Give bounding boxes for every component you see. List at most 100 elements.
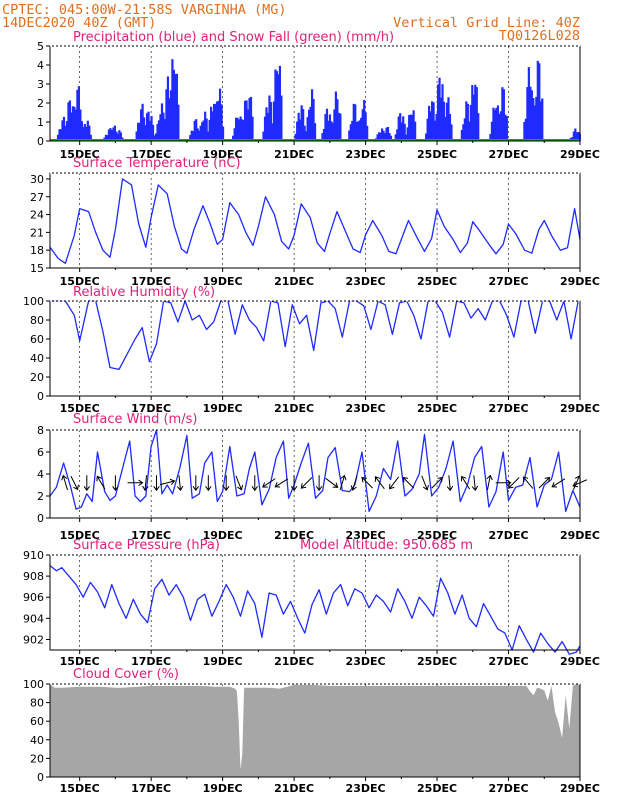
wind-arrow — [431, 476, 443, 489]
precip-bar — [352, 103, 355, 141]
precip-bar — [327, 120, 330, 141]
x-tick-label: 21DEC — [274, 655, 314, 668]
wind-arrow — [421, 475, 429, 491]
x-tick-label: 15DEC — [60, 275, 100, 288]
precip-bar — [233, 128, 236, 141]
precip-bar — [388, 133, 391, 141]
precip-bar — [428, 105, 431, 141]
precip-bar — [405, 134, 408, 141]
precip-bar — [274, 69, 277, 141]
precip-bar — [296, 121, 299, 141]
wind-arrow — [159, 478, 176, 486]
precip-bar — [383, 133, 387, 141]
precip-bar — [118, 130, 121, 141]
y-tick-label: 5 — [37, 40, 44, 53]
precip-bar — [151, 124, 155, 141]
y-tick-label: 1 — [37, 116, 44, 129]
x-tick-label: 17DEC — [131, 148, 171, 161]
precip-bar — [495, 107, 498, 141]
precip-bar — [67, 102, 70, 141]
precip-bar — [361, 109, 364, 141]
humidity-line — [50, 300, 580, 371]
wind-arrow — [153, 475, 160, 492]
precip-bar — [448, 114, 452, 141]
x-tick-label: 29DEC — [560, 655, 600, 668]
x-tick-label: 27DEC — [489, 148, 529, 161]
precip-bar — [386, 126, 390, 141]
precip-bar — [171, 59, 174, 141]
precip-bar — [217, 100, 220, 141]
precip-bar — [328, 114, 332, 141]
wind-title: Surface Wind (m/s) — [73, 412, 197, 427]
precip-bar — [140, 109, 143, 141]
precip-bar — [89, 134, 92, 141]
x-tick-label: 29DEC — [560, 148, 600, 161]
precip-bar — [68, 100, 72, 141]
wind-arrow — [325, 477, 339, 488]
precip-bar — [208, 119, 211, 141]
precip-bar — [198, 130, 201, 141]
wind-arrow — [262, 478, 276, 488]
precip-bar — [498, 113, 501, 141]
y-tick-label: 20 — [30, 371, 44, 384]
precip-bar — [61, 120, 64, 141]
precip-bar — [56, 134, 60, 141]
x-tick-label: 25DEC — [417, 655, 457, 668]
precip-bar — [157, 120, 161, 141]
x-tick-label: 15DEC — [60, 402, 100, 415]
x-tick-label: 23DEC — [346, 148, 386, 161]
precip-bar — [174, 73, 177, 141]
precip-bar — [214, 103, 217, 141]
precip-bar — [156, 123, 159, 141]
wind-arrow — [142, 475, 149, 492]
precip-bar — [442, 101, 446, 141]
precip-bar — [144, 125, 147, 141]
precip-bars — [56, 59, 581, 142]
wind-arrow — [374, 476, 385, 490]
y-tick-label: 904 — [23, 612, 44, 625]
cloud-cover-area — [50, 684, 580, 777]
wind-arrow — [290, 475, 298, 492]
y-tick-label: 21 — [30, 226, 44, 239]
y-tick-label: 40 — [30, 734, 44, 747]
x-tick-label: 23DEC — [346, 402, 386, 415]
x-tick-label: 23DEC — [346, 529, 386, 542]
precip-bar — [358, 120, 361, 141]
humidity-panel: Relative Humidity (%) 0 20 40 60 80 100 15DEC 17… — [23, 285, 600, 415]
precip-bar — [445, 102, 449, 141]
precip-bar — [251, 116, 254, 141]
precip-bar — [477, 113, 480, 141]
x-tick-label: 27DEC — [489, 782, 529, 795]
precip-bar — [321, 133, 324, 141]
precip-bar — [160, 103, 164, 141]
precip-bar — [245, 100, 248, 141]
precip-bar — [574, 128, 577, 141]
precip-bar — [86, 120, 89, 141]
precip-bar — [460, 129, 463, 141]
x-tick-label: 21DEC — [274, 148, 314, 161]
precip-bar — [538, 63, 541, 142]
precip-bar — [530, 90, 533, 141]
precip-bar — [577, 131, 580, 141]
precip-bar — [235, 117, 238, 141]
precip-bar — [324, 114, 327, 141]
precip-bar — [400, 122, 403, 141]
precip-bar — [385, 127, 388, 141]
x-tick-label: 25DEC — [417, 275, 457, 288]
precip-bar — [409, 114, 412, 141]
humidity-title: Relative Humidity (%) — [73, 285, 215, 300]
x-tick-label: 25DEC — [417, 529, 457, 542]
pressure-panel: Surface Pressure (hPa) Model Altitude: 95… — [23, 538, 600, 668]
x-tick-label: 21DEC — [274, 402, 314, 415]
precip-bar — [354, 104, 357, 141]
x-tick-label: 15DEC — [60, 782, 100, 795]
y-tick-label: 27 — [30, 191, 44, 204]
precip-bar — [307, 109, 311, 141]
precip-bar — [339, 113, 342, 141]
y-tick-label: 0 — [37, 512, 44, 525]
precip-bar — [168, 98, 171, 141]
header-code: TQ0126L028 — [499, 28, 580, 44]
pressure-annotation: Model Altitude: 950.685 m — [300, 538, 473, 553]
precip-bar — [58, 129, 61, 141]
wind-arrow — [205, 475, 212, 492]
